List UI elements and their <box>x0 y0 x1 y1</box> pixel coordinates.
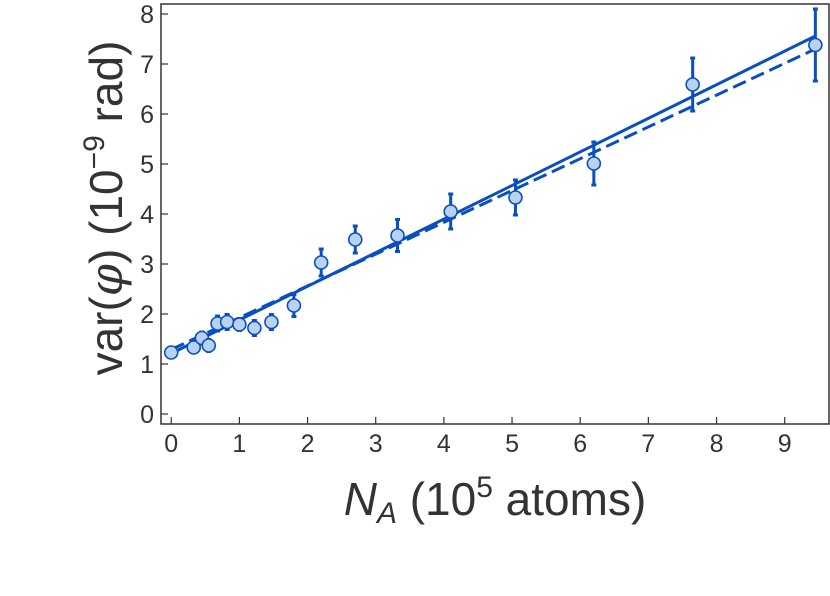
y-axis-label: var(φ) (10−9 rad) <box>78 41 133 376</box>
y-axis-ticks: 0 1 2 3 4 5 6 7 8 <box>140 1 168 429</box>
y-tick-label: 3 <box>140 251 154 279</box>
plot-marks <box>163 7 823 360</box>
y-tick-label: 5 <box>140 151 154 179</box>
x-tick-label: 0 <box>164 430 178 458</box>
fit-line-solid <box>170 34 817 355</box>
y-tick-label: 8 <box>140 1 154 29</box>
data-point <box>313 255 329 270</box>
x-tick-label: 3 <box>369 430 383 458</box>
x-tick-label: 1 <box>232 430 246 458</box>
plot-frame <box>160 3 830 425</box>
x-tick-label: 6 <box>573 430 587 458</box>
data-point <box>163 345 179 360</box>
y-tick-label: 2 <box>140 301 154 329</box>
data-point <box>808 37 823 53</box>
x-tick-label: 5 <box>505 430 519 458</box>
data-point <box>232 317 247 332</box>
x-tick-label: 8 <box>710 430 724 458</box>
data-point <box>443 204 458 219</box>
data-point <box>508 190 523 205</box>
data-point <box>286 298 302 313</box>
y-tick-label: 7 <box>140 51 154 79</box>
x-tick-label: 9 <box>778 430 792 458</box>
data-point <box>186 340 202 355</box>
x-axis-ticks: 0 1 2 3 4 5 6 7 8 9 <box>164 417 792 458</box>
data-point <box>586 156 602 171</box>
data-point <box>264 314 279 330</box>
data-point <box>685 77 700 92</box>
x-tick-label: 4 <box>437 430 451 458</box>
fit-line-dashed <box>170 47 817 351</box>
x-axis-label: NA (105 atoms) <box>344 471 647 530</box>
y-tick-label: 6 <box>140 101 154 129</box>
y-tick-label: 4 <box>140 201 154 229</box>
data-point <box>219 314 235 330</box>
x-tick-label: 2 <box>301 430 315 458</box>
y-tick-label: 1 <box>140 351 154 379</box>
y-tick-label: 0 <box>140 401 154 429</box>
data-point <box>247 320 262 336</box>
data-point <box>347 232 363 247</box>
data-point <box>201 338 217 353</box>
x-tick-label: 7 <box>641 430 655 458</box>
data-point <box>390 228 405 243</box>
